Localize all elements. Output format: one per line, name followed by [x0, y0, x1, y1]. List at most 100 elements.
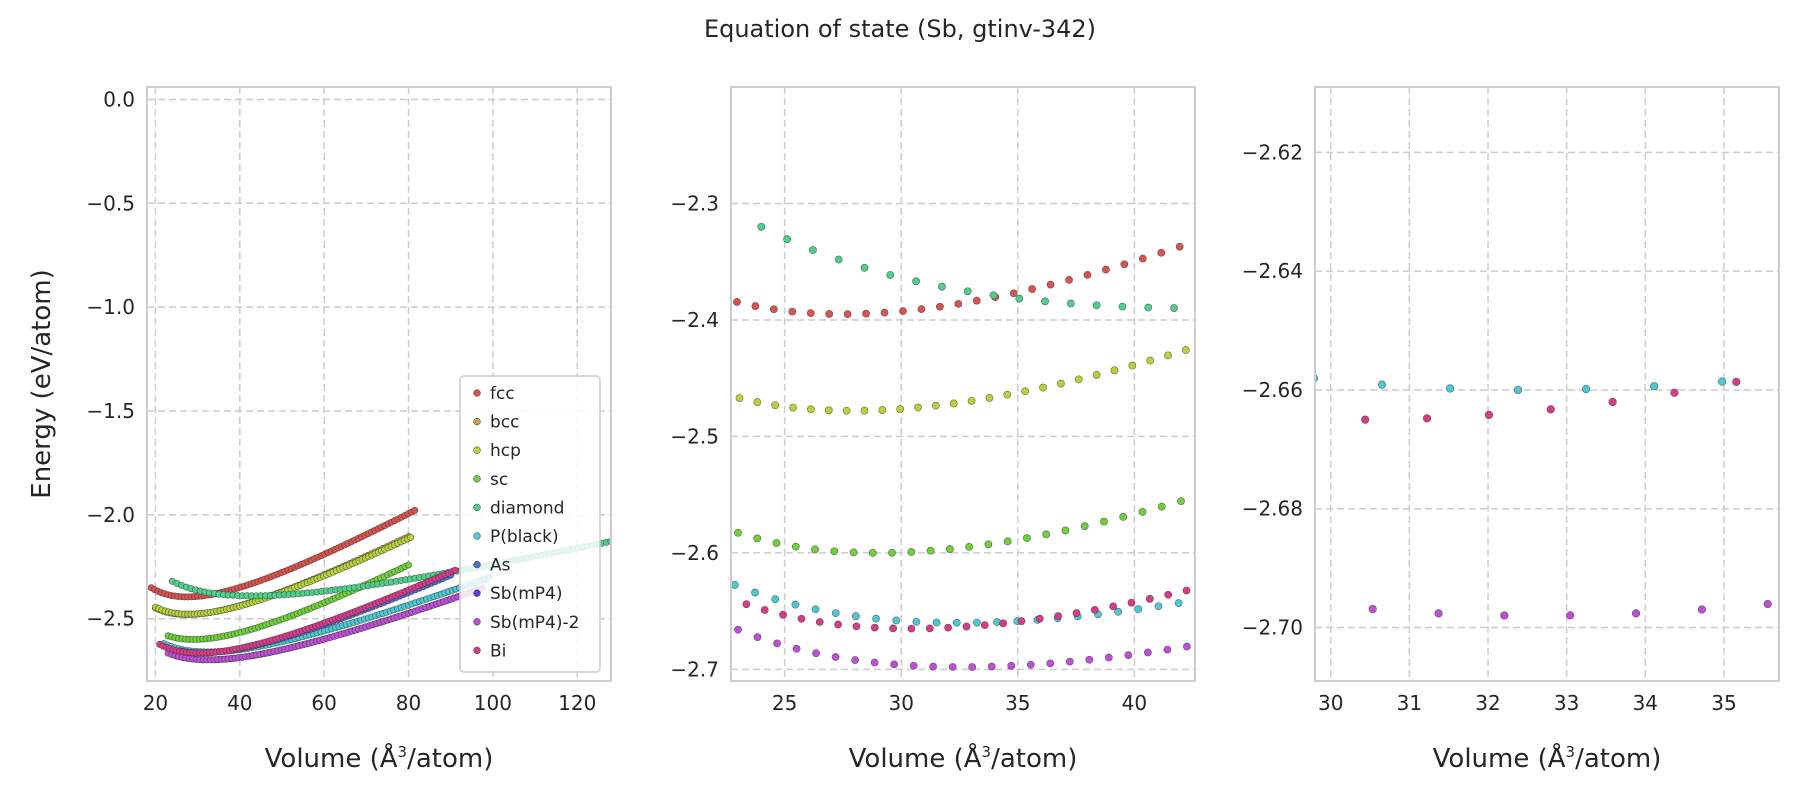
- data-point-sc: [753, 534, 762, 543]
- series-hcp: [735, 346, 1190, 415]
- y-tick-label: −2.62: [1242, 140, 1303, 164]
- panel-1: 20 40 60 80 100 120 −2.5 −2.0 −1.5 −1.0 −0.5 0.0 V…: [27, 86, 612, 774]
- data-point-fcc: [733, 298, 741, 306]
- data-point-bi: [999, 619, 1008, 628]
- y-tick-label: −2.4: [670, 308, 719, 332]
- data-point-sb-mp4-2: [1085, 655, 1094, 664]
- data-point-sc: [1138, 507, 1147, 516]
- data-point-sc: [1177, 497, 1185, 506]
- data-point-hcp: [824, 406, 833, 415]
- data-point-hcp: [1146, 356, 1155, 365]
- data-point-sb-mp4-2: [831, 653, 840, 661]
- data-point-p-black: [973, 618, 981, 627]
- legend-label: hcp: [490, 441, 521, 461]
- x-tick-label: 30: [1318, 691, 1343, 715]
- data-point-sb-mp4-2: [812, 649, 820, 658]
- x-tick-label: 33: [1554, 691, 1579, 715]
- data-point-sb-mp4-2: [1566, 611, 1575, 620]
- data-point-bi: [1608, 397, 1617, 407]
- data-point-diamond: [1144, 303, 1153, 312]
- data-point-hcp: [896, 405, 905, 413]
- data-point-fcc: [825, 310, 834, 318]
- data-point-hcp: [1039, 383, 1047, 392]
- data-point-sb-mp4-2: [1163, 645, 1172, 654]
- data-point-bi: [889, 624, 897, 633]
- legend-item-hcp: hcp: [473, 441, 521, 461]
- data-point-diamond: [937, 282, 946, 291]
- data-point-hcp: [407, 533, 415, 541]
- data-point-sb-mp4-2: [968, 663, 977, 671]
- data-point-bi: [1422, 414, 1432, 423]
- data-point-bi: [1072, 609, 1081, 617]
- data-point-fcc: [1046, 280, 1055, 289]
- data-point-fcc: [751, 302, 760, 310]
- x-tick-label: 30: [888, 691, 913, 715]
- legend-marker: [473, 618, 481, 626]
- data-point-hcp: [931, 401, 940, 410]
- data-point-sc: [811, 545, 819, 554]
- data-point-sc: [1119, 512, 1128, 521]
- legend-item-fcc: fcc: [473, 384, 515, 404]
- data-point-p-black: [1134, 605, 1143, 614]
- data-point-sc: [1157, 502, 1166, 511]
- data-point-p-black: [1650, 382, 1659, 391]
- data-point-diamond: [809, 246, 817, 254]
- y-tick-label: −2.3: [670, 191, 719, 215]
- data-point-fcc: [411, 506, 419, 514]
- data-point-hcp: [1181, 346, 1190, 354]
- data-point-bi: [852, 622, 861, 631]
- y-tick-label: −2.5: [86, 607, 135, 631]
- data-point-bi: [1732, 377, 1741, 387]
- data-point-fcc: [880, 308, 889, 317]
- data-point-fcc: [788, 307, 797, 316]
- data-point-fcc: [806, 309, 815, 318]
- legend-marker: [473, 646, 481, 655]
- data-point-diamond: [1066, 299, 1075, 308]
- data-point-sb-mp4-2: [1368, 604, 1377, 614]
- data-point-p-black: [731, 581, 739, 589]
- data-point-bi: [742, 600, 751, 609]
- data-point-hcp: [914, 403, 922, 412]
- series-diamond: [757, 222, 1178, 312]
- data-point-sb-mp4-2: [1124, 651, 1133, 659]
- data-point-sc: [984, 540, 993, 549]
- data-point-p-black: [892, 616, 901, 625]
- panel-2-frame: [730, 86, 1196, 682]
- series-sb-mp4-2: [1368, 599, 1772, 620]
- data-point-p-black: [851, 612, 860, 621]
- data-point-diamond: [1170, 304, 1178, 312]
- x-tick-label: 100: [474, 691, 512, 715]
- data-point-hcp: [1003, 390, 1012, 399]
- data-point-p-black: [1445, 384, 1455, 393]
- panel-3-grid: [1315, 87, 1779, 681]
- series-p-black: [1315, 374, 1727, 395]
- data-point-sb-mp4-2: [753, 633, 762, 641]
- data-point-sb-mp4-2: [1763, 599, 1772, 609]
- legend-label: sc: [490, 470, 508, 490]
- y-tick-label: −2.64: [1242, 259, 1303, 283]
- data-point-fcc: [954, 299, 963, 308]
- data-point-fcc: [1102, 265, 1110, 274]
- legend-item-sb-mp4: Sb(mP4): [473, 584, 562, 604]
- data-point-fcc: [1138, 254, 1147, 263]
- legend-marker: [473, 589, 481, 597]
- data-point-sc: [772, 539, 781, 547]
- legend-label: bcc: [490, 413, 519, 433]
- data-point-p-black: [811, 605, 820, 614]
- panel-1-yticks: −2.5 −2.0 −1.5 −1.0 −0.5 0.0: [86, 87, 135, 630]
- x-tick-label: 35: [1005, 691, 1030, 715]
- data-point-p-black: [932, 618, 941, 627]
- data-point-fcc: [972, 296, 981, 305]
- data-point-hcp: [753, 398, 762, 406]
- data-point-bi: [925, 624, 934, 633]
- series-sc: [734, 497, 1185, 557]
- data-point-hcp: [807, 405, 815, 414]
- panel-2-grid: [731, 87, 1195, 681]
- data-point-bi: [1109, 602, 1118, 611]
- legend-label: Bi: [490, 641, 506, 661]
- data-point-bi: [1090, 605, 1099, 614]
- data-point-hcp: [967, 396, 976, 405]
- data-point-sc: [1023, 534, 1031, 542]
- legend-items: fcc bcc hcp sc diamond P(black) As Sb(mP4) Sb(mP…: [473, 384, 579, 661]
- panel-1-xticks: 20 40 60 80 100 120: [143, 691, 597, 715]
